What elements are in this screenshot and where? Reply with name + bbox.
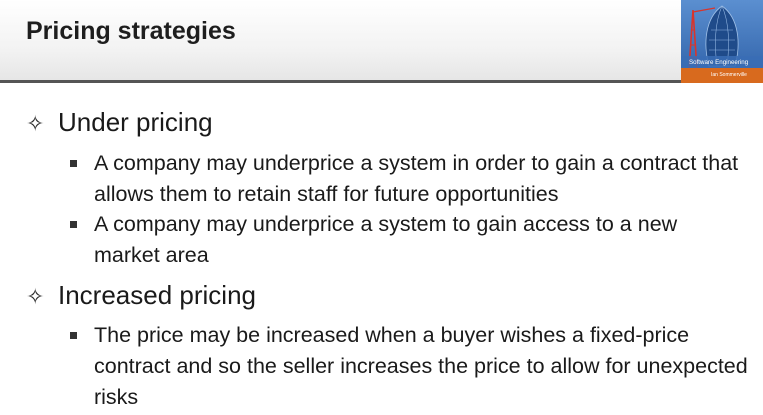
- svg-text:Software Engineering: Software Engineering: [689, 59, 749, 66]
- book-cover-icon: Software Engineering Ian Sommerville: [681, 0, 763, 83]
- square-bullet-icon: [70, 160, 77, 167]
- sub-bullet-text: The price may be increased when a buyer …: [94, 323, 748, 409]
- bullet-under-pricing: ✧ Under pricing: [26, 107, 213, 139]
- diamond-star-icon: ✧: [26, 284, 45, 309]
- bullet-label: Increased pricing: [58, 280, 256, 310]
- square-bullet-icon: [70, 332, 77, 339]
- sub-bullet-text: A company may underprice a system to gai…: [94, 212, 678, 267]
- sub-bullet: The price may be increased when a buyer …: [68, 320, 748, 413]
- slide-title: Pricing strategies: [26, 17, 236, 45]
- bullet-increased-pricing: ✧ Increased pricing: [26, 280, 256, 312]
- svg-text:Ian Sommerville: Ian Sommerville: [711, 72, 747, 78]
- slide-header: Pricing strategies: [0, 0, 763, 80]
- header-divider: [0, 80, 763, 83]
- diamond-star-icon: ✧: [26, 111, 45, 136]
- sub-bullet: A company may underprice a system to gai…: [68, 209, 748, 271]
- bullet-label: Under pricing: [58, 107, 213, 137]
- sub-bullet: A company may underprice a system in ord…: [68, 148, 748, 210]
- sub-bullet-text: A company may underprice a system in ord…: [94, 151, 739, 206]
- book-cover-image: Software Engineering Ian Sommerville: [681, 0, 763, 83]
- square-bullet-icon: [70, 221, 77, 228]
